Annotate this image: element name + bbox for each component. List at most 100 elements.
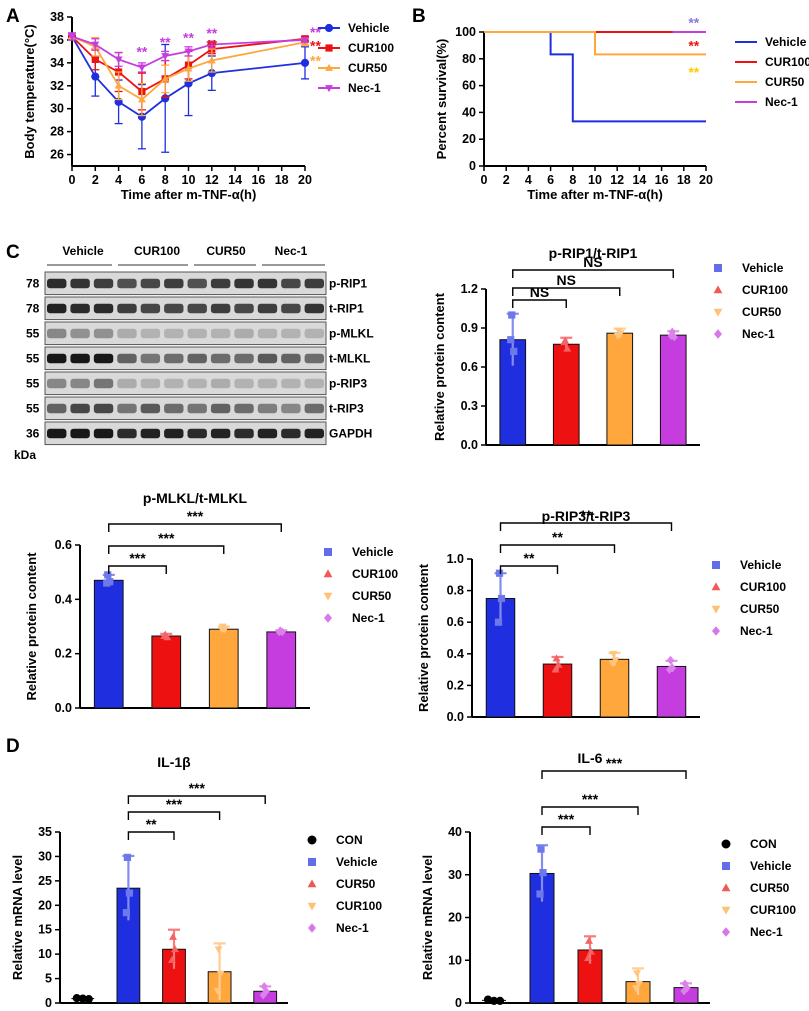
blot-band	[210, 353, 231, 364]
legend-marker	[308, 858, 316, 866]
blot-band	[304, 378, 324, 389]
data-point	[585, 936, 593, 944]
legend-marker	[721, 906, 731, 915]
data-point	[207, 56, 216, 64]
data-point	[552, 654, 561, 662]
legend-marker	[721, 883, 731, 892]
data-point	[667, 331, 675, 341]
blot-band	[304, 428, 324, 439]
legend-marker	[323, 569, 333, 578]
y-tick-label: 0.9	[461, 321, 478, 335]
blot-band	[140, 278, 161, 289]
x-tick-label: 18	[275, 173, 289, 187]
y-tick-label: 40	[448, 825, 462, 839]
data-point	[184, 64, 193, 72]
significance-bracket	[499, 544, 616, 553]
blot-band	[257, 353, 278, 364]
blot-band	[281, 403, 301, 414]
data-point	[587, 947, 595, 955]
data-point	[114, 81, 123, 89]
legend-marker	[721, 839, 731, 849]
data-point	[122, 909, 130, 917]
bar-cur50	[606, 332, 634, 446]
survival-line-cur50	[484, 31, 706, 56]
blot-kda-label: 55	[26, 376, 40, 390]
blot-band	[187, 378, 207, 389]
legend-marker	[325, 63, 333, 71]
blot-band	[281, 378, 301, 389]
data-point	[494, 618, 503, 626]
blot-band	[117, 353, 137, 364]
data-point	[551, 665, 560, 673]
blot-band	[187, 303, 207, 314]
data-point	[495, 996, 505, 1005]
data-point	[184, 48, 193, 56]
blot-band	[210, 428, 231, 439]
blot-band	[117, 303, 137, 314]
y-tick-label: 40	[462, 105, 476, 119]
significance-star: **	[310, 24, 321, 40]
legend-marker	[308, 923, 316, 933]
blot-strip	[44, 346, 327, 371]
legend-marker	[325, 44, 333, 52]
significance-bracket	[499, 565, 559, 574]
data-point	[680, 986, 688, 996]
significance-label: ***	[606, 755, 623, 771]
significance-label: ***	[129, 550, 146, 566]
data-point	[275, 627, 283, 637]
blot-band	[234, 328, 254, 339]
data-point	[632, 985, 640, 993]
data-point	[301, 37, 309, 45]
legend-label: Vehicle	[765, 35, 807, 49]
data-point	[635, 980, 643, 988]
y-tick-label: 60	[462, 79, 476, 93]
y-axis-title: Relative protein content	[432, 292, 447, 441]
significance-label: ***	[187, 508, 204, 524]
significance-bracket	[541, 806, 639, 815]
blot-band	[47, 353, 67, 364]
data-point	[91, 41, 100, 49]
bar-vehicle	[93, 579, 124, 709]
panel-label-d: D	[6, 736, 20, 757]
blot-band	[70, 378, 90, 389]
legend-marker	[325, 85, 333, 93]
significance-star: **	[310, 53, 321, 69]
data-point	[609, 650, 618, 658]
significance-bracket	[512, 269, 674, 278]
legend-label: Nec-1	[765, 95, 798, 109]
bar-nec-1	[659, 334, 687, 446]
y-tick-label: 0.3	[461, 399, 478, 413]
blot-group-label: CUR100	[134, 244, 180, 258]
blot-band	[117, 278, 137, 289]
data-point	[169, 932, 177, 940]
y-tick-label: 38	[50, 10, 64, 24]
y-tick-label: 0.0	[447, 710, 464, 724]
significance-star: **	[688, 15, 699, 31]
y-tick-label: 25	[38, 874, 52, 888]
data-point	[300, 58, 310, 67]
bar-nec-1	[656, 665, 687, 718]
legend-marker	[713, 285, 723, 294]
significance-label: ***	[558, 811, 575, 827]
y-tick-label: 0	[455, 996, 462, 1010]
blot-strip	[44, 371, 327, 396]
bar-cur100	[542, 663, 573, 718]
x-tick-label: 2	[503, 173, 510, 187]
blot-band	[257, 328, 278, 339]
blot-row-label: p-MLKL	[329, 326, 374, 340]
legend-label: Nec-1	[336, 921, 369, 935]
blot-band	[164, 378, 184, 389]
data-point	[137, 95, 146, 103]
blot-strip	[44, 321, 327, 346]
blot-unit-label: kDa	[14, 448, 36, 462]
blot-band	[281, 428, 301, 439]
legend-label: Nec-1	[742, 327, 775, 341]
legend-label: CUR100	[336, 899, 382, 913]
legend-label: Vehicle	[352, 545, 394, 559]
y-tick-label: 32	[50, 79, 64, 93]
panel-b-survival-chart: 0 2 4 6 8 10 12 14 16 18 20 0 20 40 60 80 100 Time after …	[434, 15, 809, 202]
blot-kda-label: 78	[26, 276, 40, 290]
legend-marker	[323, 592, 333, 601]
y-tick-label: 35	[38, 825, 52, 839]
